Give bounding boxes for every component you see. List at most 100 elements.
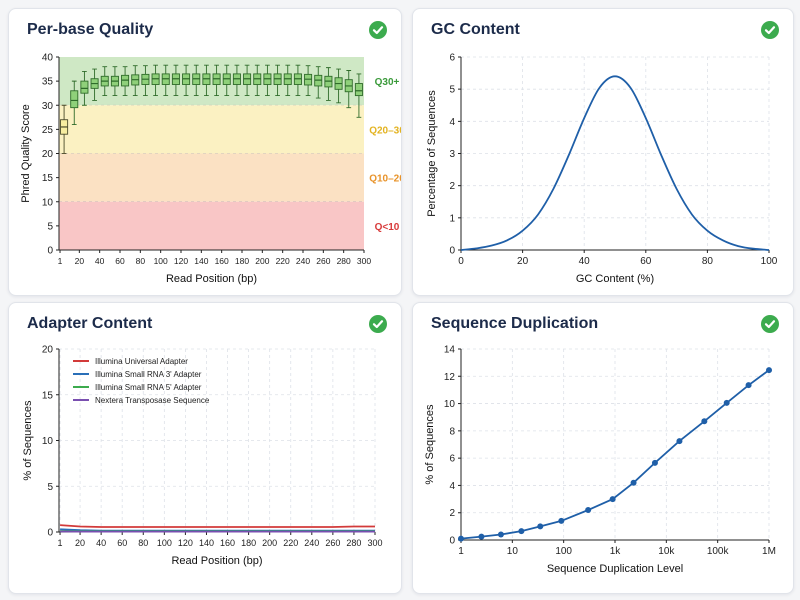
duplication-point (701, 418, 708, 425)
y-tick-label: 15 (42, 390, 54, 401)
y-tick-label: 1 (449, 213, 455, 224)
x-tick-label: 100 (154, 256, 168, 266)
y-tick-label: 8 (449, 426, 455, 437)
duplication-point (766, 367, 772, 374)
x-tick-label: 10k (658, 546, 675, 557)
quality-box (182, 64, 191, 97)
y-tick-label: 4 (449, 481, 455, 492)
quality-box (110, 66, 119, 97)
duplication-point (458, 535, 464, 542)
quality-box (314, 66, 323, 99)
x-tick-label: 260 (316, 256, 330, 266)
x-tick-label: 240 (296, 256, 310, 266)
zone-label: Q20–30 (369, 125, 401, 136)
x-tick-label: 300 (357, 256, 371, 266)
x-tick-label: 100k (707, 546, 730, 557)
y-tick-label: 40 (42, 53, 54, 64)
quality-box (334, 68, 343, 104)
x-tick-label: 0 (458, 256, 464, 267)
panel-title: Adapter Content (27, 315, 153, 332)
x-tick-label: 10 (507, 546, 519, 557)
quality-box (293, 64, 302, 97)
panel-title: GC Content (431, 21, 520, 38)
y-tick-label: 5 (47, 221, 53, 232)
quality-box (273, 64, 282, 97)
legend-label: Illumina Universal Adapter (95, 357, 188, 366)
quality-box (70, 80, 79, 126)
y-tick-label: 15 (42, 173, 54, 184)
legend-label: Illumina Small RNA 3' Adapter (95, 370, 202, 379)
x-tick-label: 120 (174, 256, 188, 266)
y-tick-label: 20 (42, 149, 54, 160)
quality-box (344, 70, 353, 109)
x-tick-label: 40 (95, 256, 105, 266)
duplication-point (558, 517, 565, 524)
x-tick-label: 200 (262, 538, 277, 548)
quality-box (192, 64, 201, 97)
legend: Illumina Universal Adapter Illumina Small… (73, 357, 210, 405)
check-circle-icon (369, 21, 387, 39)
quality-box (354, 73, 363, 118)
gc-distribution-line (460, 75, 770, 251)
y-axis-label: Percentage of Sequences (426, 90, 438, 217)
duplication-point (676, 438, 683, 445)
duplication-point (745, 382, 752, 389)
quality-box (212, 64, 221, 97)
x-tick-label: 180 (241, 538, 256, 548)
x-tick-label: 60 (115, 256, 125, 266)
x-tick-label: 280 (346, 538, 361, 548)
y-tick-label: 14 (444, 345, 456, 356)
y-tick-label: 5 (449, 85, 455, 96)
x-tick-label: 260 (325, 538, 340, 548)
x-tick-label: 1 (58, 538, 63, 548)
panel-title: Per-base Quality (27, 21, 154, 38)
x-tick-label: 220 (276, 256, 290, 266)
x-tick-label: 1k (610, 546, 622, 557)
y-axis-label: % of Sequences (22, 400, 34, 481)
quality-box (100, 66, 109, 97)
x-axis-label: Sequence Duplication Level (547, 563, 683, 575)
x-tick-label: 100 (761, 256, 778, 267)
x-tick-label: 280 (337, 256, 351, 266)
y-tick-label: 35 (42, 77, 54, 88)
quality-box (253, 64, 262, 97)
quality-box (304, 65, 313, 97)
y-tick-label: 2 (449, 181, 455, 192)
x-tick-label: 140 (199, 538, 214, 548)
quality-box (60, 104, 69, 154)
adapter-series-line (60, 524, 375, 528)
duplication-point (723, 399, 730, 406)
per-base-quality-panel: Per-base Quality Q30+ Q20–30 Q10–20 Q<10 0 5 1… (8, 8, 402, 296)
duplication-point (537, 523, 544, 530)
y-tick-label: 0 (47, 528, 53, 539)
x-tick-label: 80 (138, 538, 148, 548)
x-tick-label: 240 (304, 538, 319, 548)
x-tick-label: 1M (762, 546, 776, 557)
x-tick-label: 20 (75, 538, 85, 548)
panel-title: Sequence Duplication (431, 315, 599, 332)
quality-box (121, 66, 130, 97)
sequence-duplication-panel: Sequence Duplication 0 2 4 6 8 10 12 14 1 10 100 1k… (412, 302, 794, 594)
check-circle-icon (369, 315, 387, 333)
x-tick-label: 160 (220, 538, 235, 548)
y-tick-label: 25 (42, 125, 54, 136)
y-tick-label: 5 (47, 482, 53, 493)
sequence-duplication-chart: 0 2 4 6 8 10 12 14 1 10 100 1k 10k 100k 1M Sequence Dup… (424, 345, 776, 576)
quality-box (80, 71, 89, 106)
x-axis-label: GC Content (%) (576, 273, 654, 285)
y-tick-label: 30 (42, 101, 54, 112)
axes: 0 2 4 6 8 10 12 14 1 10 100 1k 10k 100k 1M Sequence Dup… (424, 345, 776, 576)
duplication-point (478, 533, 485, 540)
y-tick-label: 20 (42, 345, 54, 356)
duplication-point (518, 528, 525, 535)
quality-box-chart: Q30+Q20–30Q10–20Q<1005101520253035401204… (20, 53, 401, 286)
duplication-point (497, 531, 504, 538)
y-tick-label: 3 (449, 149, 455, 160)
gc-content-panel: GC Content 0 1 2 3 4 5 6 0 20 40 60 80 100 GC Content… (412, 8, 794, 296)
x-tick-label: 300 (367, 538, 382, 548)
quality-box (202, 64, 211, 97)
x-tick-label: 180 (235, 256, 249, 266)
